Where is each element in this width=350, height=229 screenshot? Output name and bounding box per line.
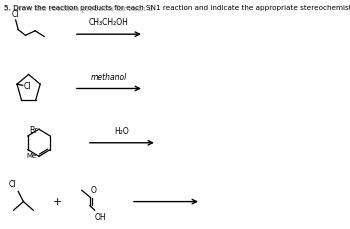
Text: 5. Draw the reaction products for each S: 5. Draw the reaction products for each S <box>5 5 154 13</box>
Text: 5. Draw the reaction products for each SN1 reaction and indicate the appropriate: 5. Draw the reaction products for each S… <box>5 5 350 11</box>
Text: Cl: Cl <box>9 180 16 189</box>
Text: OH: OH <box>94 213 106 222</box>
Text: +: + <box>52 196 62 207</box>
Text: Me: Me <box>27 153 37 159</box>
Text: Br: Br <box>29 126 38 135</box>
Text: Cl: Cl <box>12 11 19 19</box>
Text: O: O <box>91 186 96 195</box>
Text: Cl: Cl <box>23 82 31 91</box>
Text: H₂O: H₂O <box>114 127 129 136</box>
Text: CH₃CH₂OH: CH₃CH₂OH <box>89 18 129 27</box>
Text: 5. Draw the reaction products for each S: 5. Draw the reaction products for each S <box>5 5 154 13</box>
Text: methanol: methanol <box>91 73 127 82</box>
